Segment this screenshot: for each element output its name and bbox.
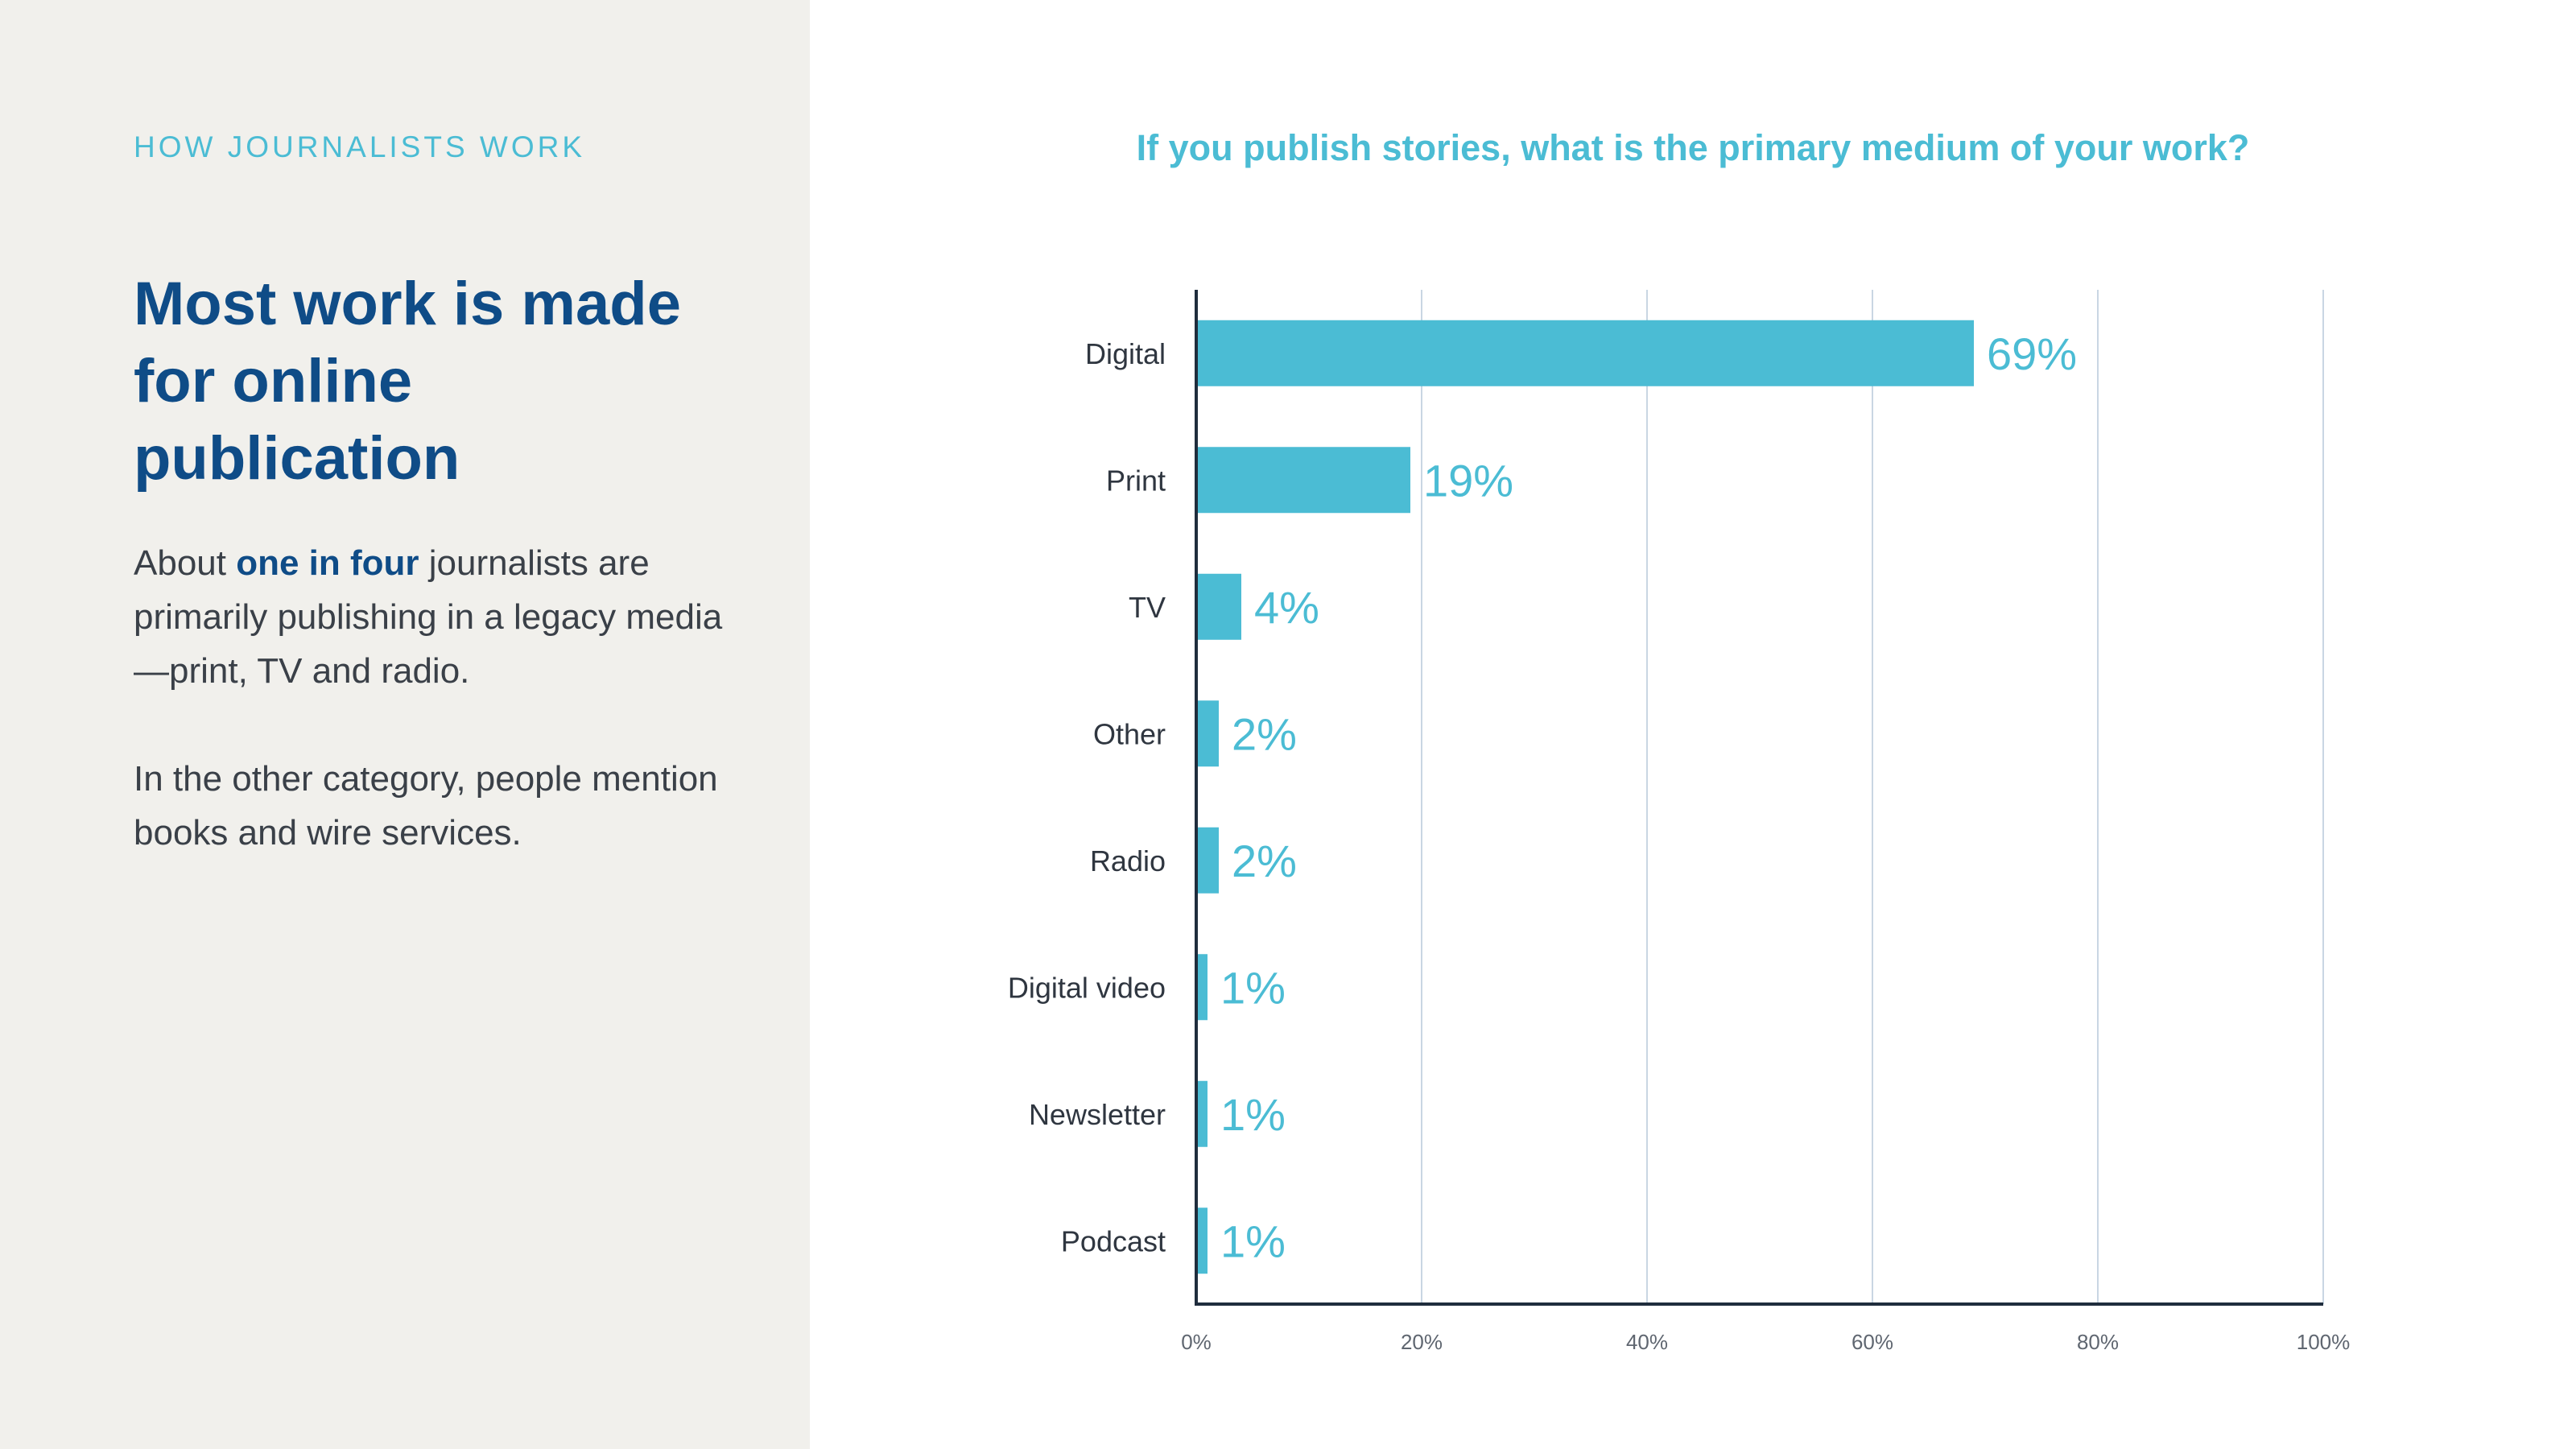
value-label-radio: 2%	[1232, 836, 1297, 886]
section-eyebrow: HOW JOURNALISTS WORK	[134, 130, 586, 163]
value-label-tv: 4%	[1254, 582, 1319, 633]
x-tick-label-60: 60%	[1852, 1330, 1893, 1354]
value-label-print: 19%	[1423, 455, 1513, 506]
bar-chart: 0% 20% 40% 60% 80% 100% Digital 69% Print 19% TV 4%…	[1008, 290, 2351, 1354]
bar-newsletter	[1196, 1080, 1208, 1147]
category-label-newsletter: Newsletter	[1029, 1098, 1166, 1131]
intro-highlight: one in four	[236, 543, 419, 583]
note-paragraph: In the other category, people mention bo…	[134, 759, 718, 852]
value-label-digital-video: 1%	[1220, 962, 1286, 1013]
chart-title: If you publish stories, what is the prim…	[1136, 127, 2250, 168]
page-headline: Most work is made for online publication	[134, 270, 681, 493]
category-label-digital: Digital	[1085, 337, 1166, 370]
left-panel: HOW JOURNALISTS WORK Most work is made f…	[0, 0, 810, 1449]
value-label-other: 2%	[1232, 708, 1297, 759]
bar-digital-video	[1196, 954, 1208, 1021]
category-label-other: Other	[1093, 717, 1166, 750]
x-tick-label-0: 0%	[1181, 1330, 1212, 1354]
category-label-print: Print	[1106, 464, 1166, 497]
intro-paragraph: About one in four journalists are primar…	[134, 536, 729, 698]
category-label-podcast: Podcast	[1061, 1224, 1166, 1257]
bar-tv	[1196, 573, 1241, 640]
bar-radio	[1196, 827, 1219, 894]
bar-digital	[1196, 320, 1974, 386]
x-tick-label-80: 80%	[2077, 1330, 2119, 1354]
category-label-digital-video: Digital video	[1008, 971, 1166, 1004]
x-tick-label-100: 100%	[2297, 1330, 2351, 1354]
x-tick-label-40: 40%	[1626, 1330, 1668, 1354]
bar-podcast	[1196, 1208, 1208, 1274]
intro-text-before: About	[134, 543, 237, 583]
bar-other	[1196, 700, 1219, 767]
category-label-tv: TV	[1129, 591, 1166, 624]
intro-text-after: journalists are primarily publishing in …	[134, 543, 723, 691]
value-label-newsletter: 1%	[1220, 1089, 1286, 1140]
category-label-radio: Radio	[1090, 844, 1166, 877]
value-label-digital: 69%	[1987, 328, 2077, 379]
x-tick-label-20: 20%	[1401, 1330, 1443, 1354]
value-label-podcast: 1%	[1220, 1216, 1286, 1266]
bar-print	[1196, 447, 1410, 514]
